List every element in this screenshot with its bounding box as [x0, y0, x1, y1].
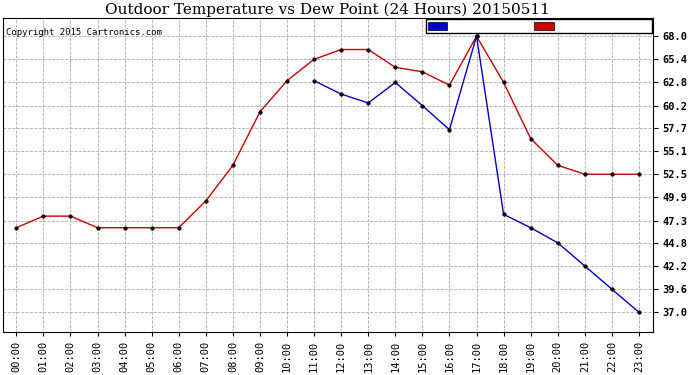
- Title: Outdoor Temperature vs Dew Point (24 Hours) 20150511: Outdoor Temperature vs Dew Point (24 Hou…: [105, 3, 550, 17]
- Legend: Dew Point (°F), Temperature (°F): Dew Point (°F), Temperature (°F): [426, 19, 651, 33]
- Text: Copyright 2015 Cartronics.com: Copyright 2015 Cartronics.com: [6, 28, 162, 37]
